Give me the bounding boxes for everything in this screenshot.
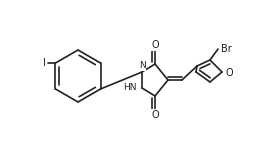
Text: O: O <box>151 40 159 50</box>
Text: I: I <box>43 58 46 68</box>
Text: HN: HN <box>123 83 137 93</box>
Text: O: O <box>151 110 159 120</box>
Text: O: O <box>225 68 233 78</box>
Text: Br: Br <box>221 44 231 54</box>
Text: N: N <box>139 62 145 71</box>
